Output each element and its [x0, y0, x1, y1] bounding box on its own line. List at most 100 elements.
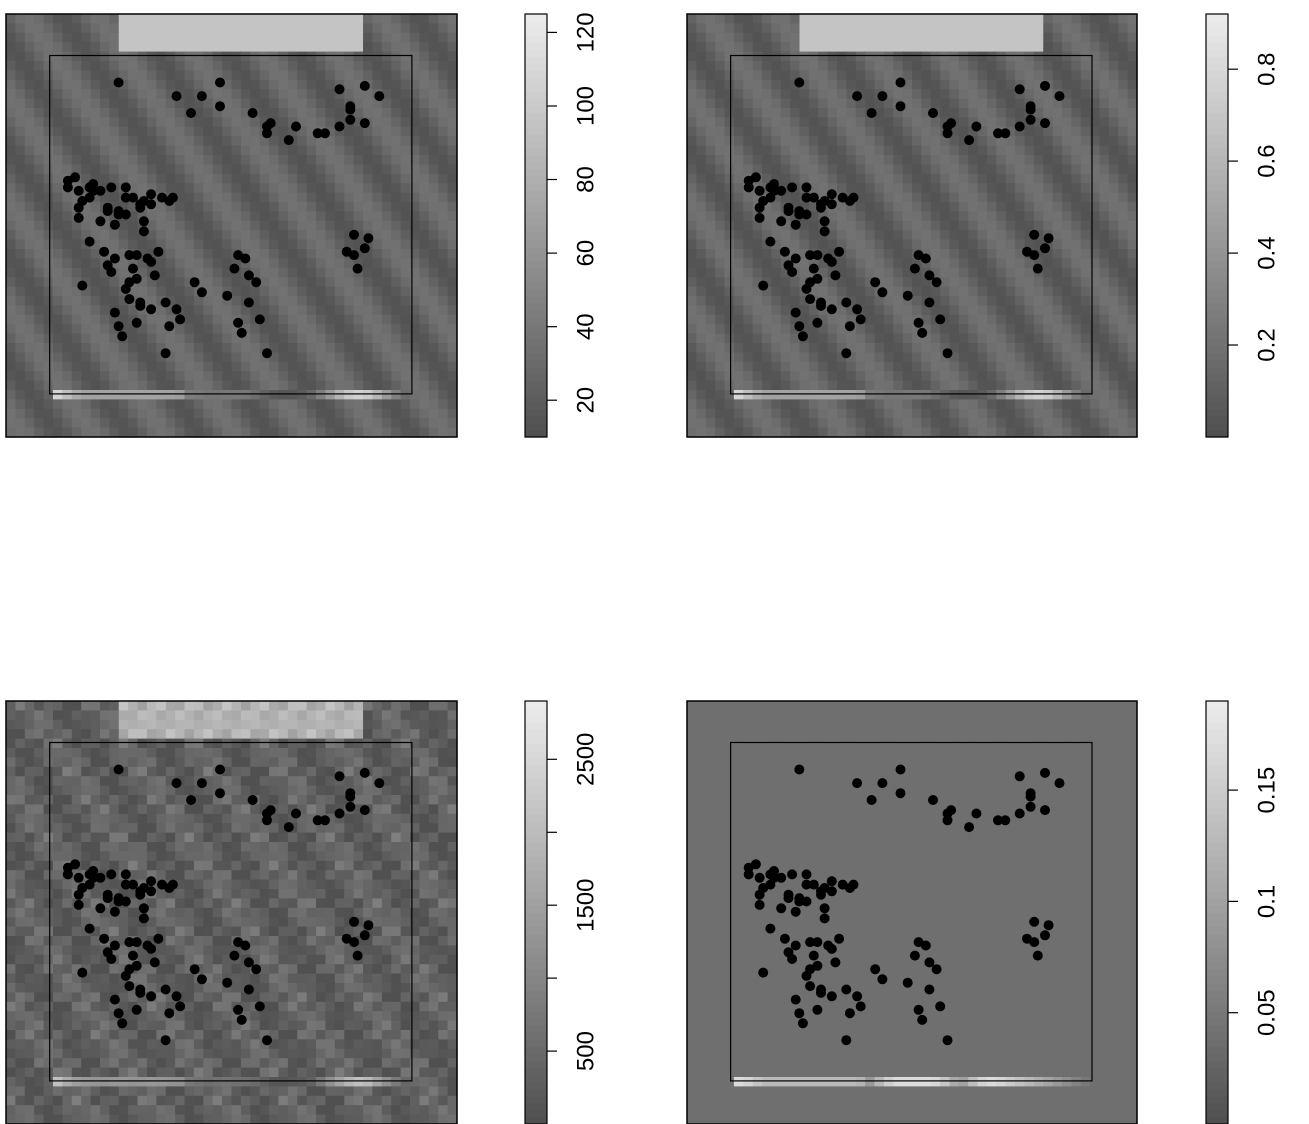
heatmap-cell — [250, 211, 261, 222]
heatmap-cell — [184, 343, 195, 353]
heatmap-cell — [400, 164, 411, 175]
heatmap-cell — [724, 418, 735, 429]
heatmap-cell — [381, 220, 392, 231]
heatmap-cell — [287, 296, 298, 306]
heatmap-cell — [297, 286, 308, 297]
heatmap-cell — [808, 32, 819, 43]
data-point — [928, 108, 938, 118]
heatmap-cell — [62, 371, 73, 382]
colorbar-swatch — [1206, 338, 1228, 346]
heatmap-cell — [428, 343, 439, 353]
heatmap-cell — [118, 230, 129, 241]
heatmap-cell — [447, 748, 458, 758]
heatmap-cell — [334, 32, 345, 43]
heatmap-cell — [996, 418, 1007, 429]
heatmap-cell — [24, 23, 35, 34]
heatmap-cell — [6, 305, 16, 316]
heatmap-cell — [269, 267, 280, 278]
heatmap-cell — [165, 277, 176, 288]
heatmap-cell — [865, 296, 876, 306]
heatmap-cell — [1108, 220, 1119, 231]
heatmap-cell — [34, 126, 45, 137]
heatmap-cell — [780, 296, 791, 306]
heatmap-cell — [818, 117, 829, 128]
heatmap-cell — [1090, 258, 1101, 269]
heatmap-cell — [410, 296, 421, 306]
heatmap-cell — [344, 155, 355, 165]
heatmap-cell — [34, 418, 45, 429]
heatmap-cell — [1118, 399, 1129, 410]
heatmap-cell — [799, 249, 810, 259]
heatmap-cell — [287, 211, 298, 222]
heatmap-cell — [752, 192, 763, 203]
heatmap-cell — [1033, 211, 1044, 222]
heatmap-cell — [846, 211, 857, 222]
heatmap-cell — [1024, 399, 1035, 410]
heatmap-cell — [306, 136, 317, 147]
heatmap-cell — [259, 249, 270, 259]
heatmap-cell — [306, 286, 317, 297]
heatmap-cell — [1108, 333, 1119, 344]
heatmap-cell — [381, 211, 392, 222]
heatmap-cell — [372, 126, 383, 137]
heatmap-cell — [940, 173, 951, 184]
heatmap-cell — [156, 701, 167, 711]
heatmap-cell — [297, 70, 308, 81]
heatmap-cell — [996, 258, 1007, 269]
heatmap-cell — [808, 145, 819, 156]
heatmap-cell — [438, 343, 449, 353]
heatmap-cell — [287, 98, 298, 109]
heatmap-cell — [165, 14, 176, 24]
heatmap-cell — [799, 42, 810, 53]
heatmap-cell — [325, 98, 336, 109]
heatmap-cell — [874, 23, 885, 34]
heatmap-cell — [24, 748, 35, 758]
heatmap-cell — [447, 701, 458, 711]
heatmap-cell — [316, 343, 327, 353]
heatmap-cell — [977, 117, 988, 128]
heatmap-cell — [90, 211, 101, 222]
heatmap-cell — [696, 98, 707, 109]
heatmap-cell — [43, 371, 54, 382]
heatmap-cell — [325, 380, 336, 391]
heatmap-cell — [846, 98, 857, 109]
heatmap-cell — [410, 324, 421, 335]
heatmap-cell — [977, 89, 988, 100]
heatmap-cell — [334, 14, 345, 24]
heatmap-cell — [921, 173, 932, 184]
heatmap-cell — [1118, 98, 1129, 109]
heatmap-cell — [15, 314, 26, 325]
heatmap-cell — [977, 333, 988, 344]
heatmap-cell — [24, 324, 35, 335]
heatmap-cell — [344, 70, 355, 81]
heatmap-cell — [883, 136, 894, 147]
heatmap-cell — [902, 145, 913, 156]
heatmap-cell — [325, 258, 336, 269]
heatmap-cell — [818, 361, 829, 372]
data-point — [1032, 263, 1043, 274]
heatmap-cell — [184, 729, 195, 740]
heatmap-cell — [203, 399, 214, 410]
heatmap-cell — [231, 23, 242, 34]
heatmap-cell — [297, 258, 308, 269]
heatmap-cell — [24, 108, 35, 118]
heatmap-cell — [799, 277, 810, 288]
heatmap-cell — [184, 267, 195, 278]
heatmap-cell — [372, 79, 383, 90]
heatmap-cell — [1099, 408, 1110, 419]
heatmap-cell — [949, 399, 960, 410]
heatmap-cell — [259, 79, 270, 90]
heatmap-cell — [344, 701, 355, 711]
heatmap-cell — [696, 399, 707, 410]
heatmap-cell — [1005, 164, 1016, 175]
heatmap-cell — [724, 183, 735, 194]
heatmap-cell — [165, 267, 176, 278]
heatmap-cell — [808, 343, 819, 353]
heatmap-cell — [1052, 117, 1063, 128]
heatmap-cell — [43, 701, 54, 711]
heatmap-cell — [240, 42, 251, 53]
heatmap-cell — [447, 79, 458, 90]
heatmap-cell — [715, 145, 726, 156]
heatmap-cell — [752, 418, 763, 429]
heatmap-cell — [184, 61, 195, 71]
